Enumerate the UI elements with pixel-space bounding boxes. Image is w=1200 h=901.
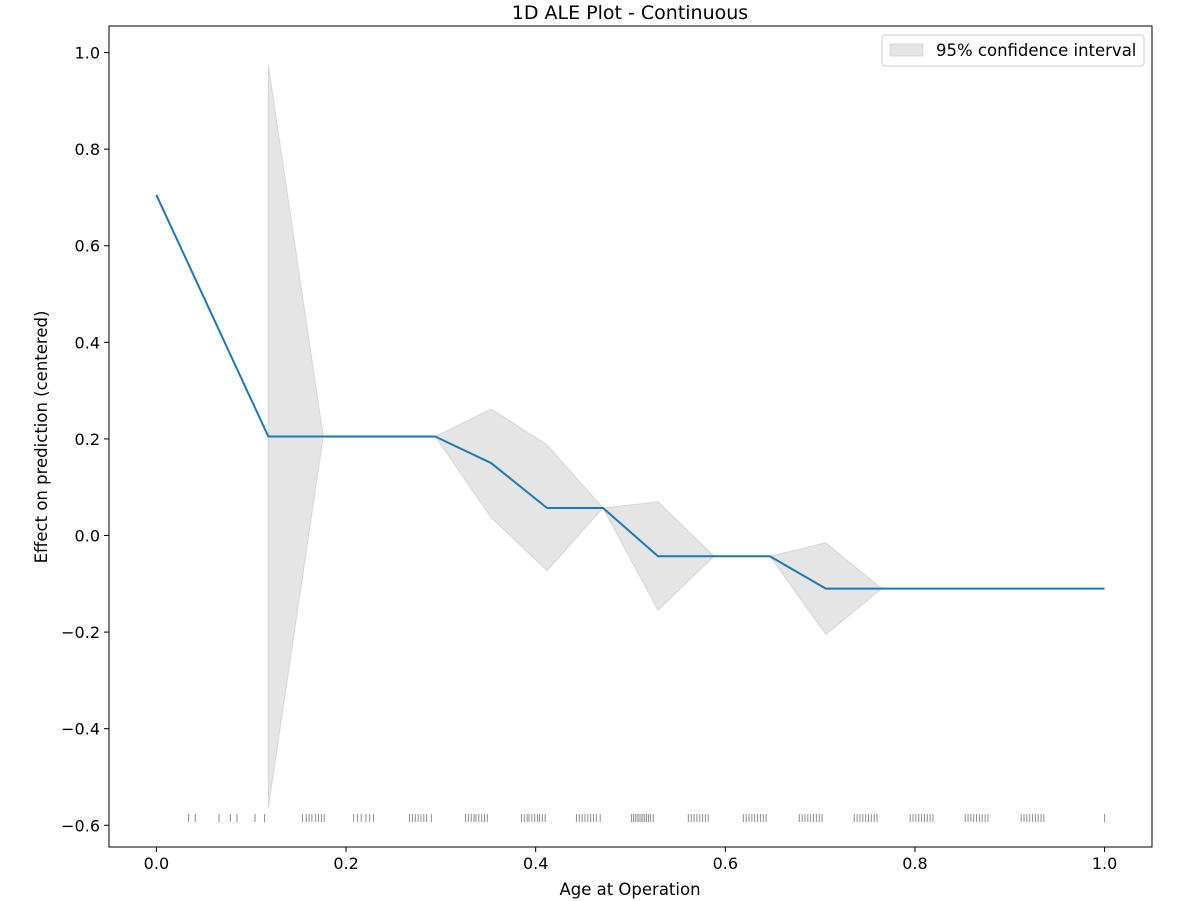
ale-series-line bbox=[155, 194, 1105, 590]
x-tick-label-2: 0.4 bbox=[523, 854, 548, 873]
y-tick-label-0: −0.6 bbox=[61, 816, 100, 835]
y-tick-label-7: 0.8 bbox=[75, 140, 100, 159]
y-tick-label-8: 1.0 bbox=[75, 44, 100, 63]
x-tick-label-1: 0.2 bbox=[333, 854, 358, 873]
y-tick-label-6: 0.6 bbox=[75, 237, 100, 256]
y-axis-label: Effect on prediction (centered) bbox=[32, 311, 51, 564]
y-tick-label-1: −0.4 bbox=[61, 720, 100, 739]
legend-label-confidence-interval: 95% confidence interval bbox=[936, 41, 1136, 60]
confidence-band bbox=[267, 64, 883, 809]
x-tick-label-0: 0.0 bbox=[144, 854, 169, 873]
y-axis: −0.6 −0.4 −0.2 0.0 0.2 0.4 0.6 0.8 1.0 bbox=[61, 44, 109, 835]
y-tick-label-3: 0.0 bbox=[75, 527, 100, 546]
y-tick-label-2: −0.2 bbox=[61, 623, 100, 642]
y-tick-label-4: 0.2 bbox=[75, 430, 100, 449]
chart-title: 1D ALE Plot - Continuous bbox=[512, 2, 748, 24]
legend-swatch-confidence-interval bbox=[889, 43, 924, 57]
y-tick-label-5: 0.4 bbox=[75, 333, 100, 352]
x-tick-label-4: 0.8 bbox=[902, 854, 927, 873]
x-axis: 0.0 0.2 0.4 0.6 0.8 1.0 bbox=[144, 847, 1117, 873]
plot-frame bbox=[108, 25, 1153, 848]
x-tick-label-3: 0.6 bbox=[713, 854, 738, 873]
legend: 95% confidence interval bbox=[881, 34, 1145, 67]
legend-frame bbox=[881, 34, 1145, 67]
x-axis-label: Age at Operation bbox=[559, 880, 700, 899]
plot-area bbox=[108, 25, 1153, 848]
x-tick-label-5: 1.0 bbox=[1092, 854, 1117, 873]
